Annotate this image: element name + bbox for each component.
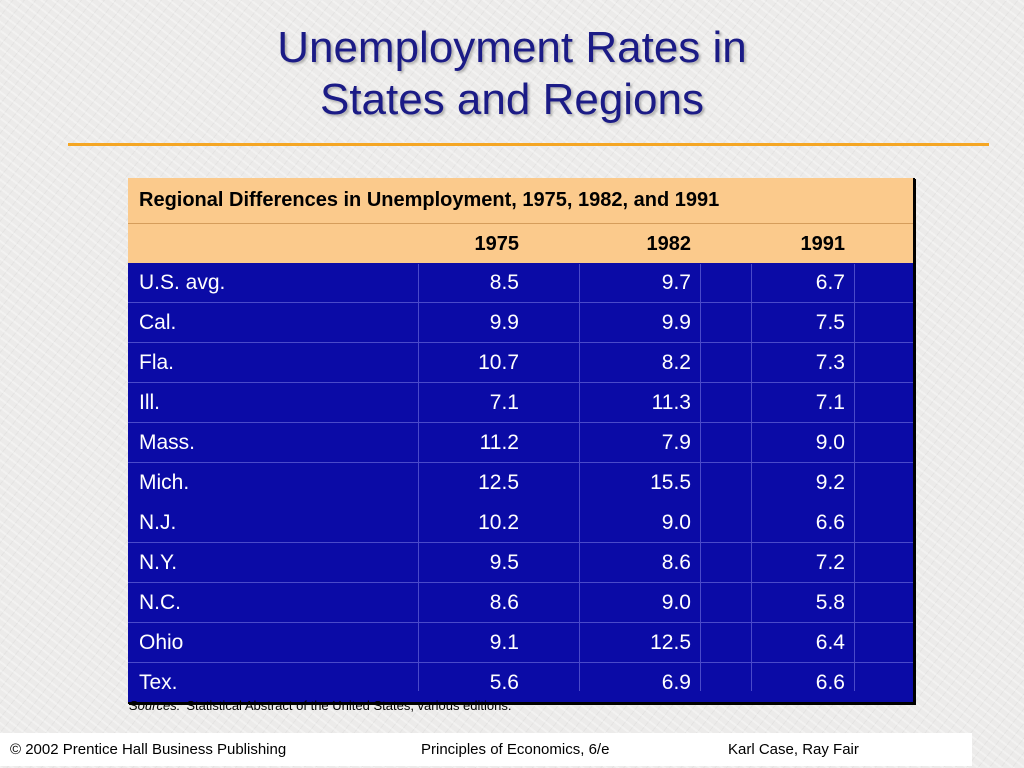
- table-caption: Regional Differences in Unemployment, 19…: [128, 178, 913, 224]
- cell-1991: 9.2: [815, 471, 845, 494]
- column-divider: [579, 264, 580, 691]
- cell-1975: 8.6: [489, 591, 519, 614]
- cell-1982: 9.7: [661, 271, 691, 294]
- cell-1991: 6.6: [815, 671, 845, 694]
- column-header-1982: 1982: [646, 233, 692, 255]
- table-row: N.J. 10.2 9.0 6.6: [128, 503, 913, 543]
- cell-1991: 9.0: [815, 431, 845, 454]
- row-label: Ohio: [139, 631, 184, 654]
- cell-1982: 9.9: [661, 311, 691, 334]
- table-row: Ohio 9.1 12.5 6.4: [128, 623, 913, 663]
- slide-title-line-2: States and Regions: [319, 75, 705, 124]
- sources-note: Sources: Statistical Abstract of the Unit…: [129, 698, 511, 713]
- cell-1982: 6.9: [661, 671, 691, 694]
- row-label: Mass.: [139, 431, 196, 454]
- table-row: Tex. 5.6 6.9 6.6: [128, 663, 913, 702]
- footer-authors: Karl Case, Ray Fair: [728, 741, 859, 758]
- table-row: Mich. 12.5 15.5 9.2: [128, 463, 913, 503]
- cell-1982: 7.9: [661, 431, 691, 454]
- table-header-row: 1975 1982 1991: [128, 224, 913, 263]
- cell-1975: 11.2: [479, 431, 519, 454]
- cell-1975: 10.2: [478, 511, 519, 534]
- row-label: Ill.: [139, 391, 160, 414]
- row-label: Tex.: [139, 671, 178, 694]
- column-header-1975: 1975: [474, 233, 520, 255]
- cell-1982: 12.5: [650, 631, 691, 654]
- cell-1982: 9.0: [661, 511, 691, 534]
- row-label: Mich.: [139, 471, 190, 494]
- row-label: Fla.: [139, 351, 175, 374]
- footer-copyright: © 2002 Prentice Hall Business Publishing: [10, 741, 287, 758]
- column-divider: [751, 264, 752, 691]
- column-divider: [418, 264, 419, 691]
- cell-1975: 9.9: [489, 311, 519, 334]
- cell-1975: 12.5: [478, 471, 519, 494]
- table-row: N.Y. 9.5 8.6 7.2: [128, 543, 913, 583]
- table-row: Ill. 7.1 11.3 7.1: [128, 383, 913, 423]
- table-row: Fla. 10.7 8.2 7.3: [128, 343, 913, 383]
- cell-1991: 7.5: [815, 311, 845, 334]
- cell-1982: 8.6: [661, 551, 691, 574]
- title-divider: [68, 143, 989, 146]
- table-row: U.S. avg. 8.5 9.7 6.7: [128, 263, 913, 303]
- cell-1975: 9.1: [489, 631, 519, 654]
- column-divider: [700, 264, 701, 691]
- cell-1975: 5.6: [489, 671, 519, 694]
- cell-1991: 7.1: [815, 391, 845, 414]
- table-row: N.C. 8.6 9.0 5.8: [128, 583, 913, 623]
- cell-1991: 7.3: [815, 351, 845, 374]
- slide-title-line-1: Unemployment Rates in: [277, 23, 747, 72]
- footer-book-title: Principles of Economics, 6/e: [421, 741, 610, 758]
- row-label: Cal.: [139, 311, 177, 334]
- cell-1982: 11.3: [651, 391, 691, 414]
- column-divider: [854, 264, 855, 691]
- cell-1975: 7.1: [489, 391, 519, 414]
- cell-1991: 5.8: [815, 591, 845, 614]
- cell-1975: 8.5: [489, 271, 519, 294]
- row-label: N.C.: [139, 591, 181, 614]
- table-body: U.S. avg. 8.5 9.7 6.7 Cal. 9.9 9.9 7.5 F…: [128, 263, 913, 702]
- sources-label: Sources:: [129, 698, 181, 713]
- slide-title: Unemployment Rates in States and Regions: [0, 22, 1024, 126]
- row-label: N.Y.: [139, 551, 178, 574]
- row-label: U.S. avg.: [139, 271, 226, 294]
- cell-1975: 10.7: [478, 351, 519, 374]
- cell-1991: 6.4: [815, 631, 845, 654]
- cell-1975: 9.5: [489, 551, 519, 574]
- cell-1982: 9.0: [661, 591, 691, 614]
- slide-footer: © 2002 Prentice Hall Business Publishing…: [0, 733, 972, 766]
- unemployment-table: Regional Differences in Unemployment, 19…: [128, 178, 915, 704]
- sources-text: Statistical Abstract of the United State…: [186, 698, 512, 713]
- column-header-1991: 1991: [800, 233, 846, 255]
- table-row: Cal. 9.9 9.9 7.5: [128, 303, 913, 343]
- cell-1982: 8.2: [661, 351, 691, 374]
- table-row: Mass. 11.2 7.9 9.0: [128, 423, 913, 463]
- cell-1982: 15.5: [650, 471, 691, 494]
- cell-1991: 6.6: [815, 511, 845, 534]
- cell-1991: 6.7: [815, 271, 845, 294]
- cell-1991: 7.2: [815, 551, 845, 574]
- row-label: N.J.: [139, 511, 177, 534]
